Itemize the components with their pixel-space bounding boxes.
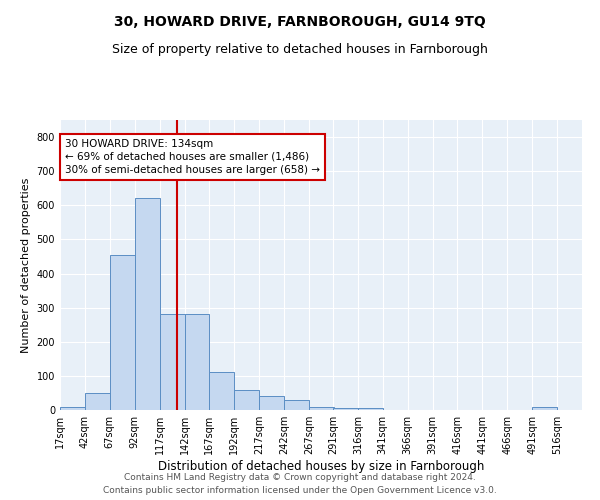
Bar bbox=[209, 372, 235, 410]
Bar bbox=[235, 390, 259, 410]
Bar bbox=[85, 393, 110, 410]
Bar bbox=[358, 408, 383, 410]
Bar bbox=[110, 255, 135, 410]
Bar bbox=[185, 314, 209, 410]
Y-axis label: Number of detached properties: Number of detached properties bbox=[21, 178, 31, 352]
Text: Contains HM Land Registry data © Crown copyright and database right 2024.: Contains HM Land Registry data © Crown c… bbox=[124, 472, 476, 482]
Text: Size of property relative to detached houses in Farnborough: Size of property relative to detached ho… bbox=[112, 42, 488, 56]
Text: Contains public sector information licensed under the Open Government Licence v3: Contains public sector information licen… bbox=[103, 486, 497, 495]
Bar bbox=[259, 396, 284, 410]
Bar bbox=[60, 406, 85, 410]
Bar bbox=[333, 408, 358, 410]
X-axis label: Distribution of detached houses by size in Farnborough: Distribution of detached houses by size … bbox=[158, 460, 484, 473]
Text: 30 HOWARD DRIVE: 134sqm
← 69% of detached houses are smaller (1,486)
30% of semi: 30 HOWARD DRIVE: 134sqm ← 69% of detache… bbox=[65, 139, 320, 175]
Bar bbox=[309, 406, 334, 410]
Bar bbox=[284, 400, 309, 410]
Bar bbox=[135, 198, 160, 410]
Bar bbox=[160, 314, 185, 410]
Text: 30, HOWARD DRIVE, FARNBOROUGH, GU14 9TQ: 30, HOWARD DRIVE, FARNBOROUGH, GU14 9TQ bbox=[114, 15, 486, 29]
Bar bbox=[532, 408, 557, 410]
